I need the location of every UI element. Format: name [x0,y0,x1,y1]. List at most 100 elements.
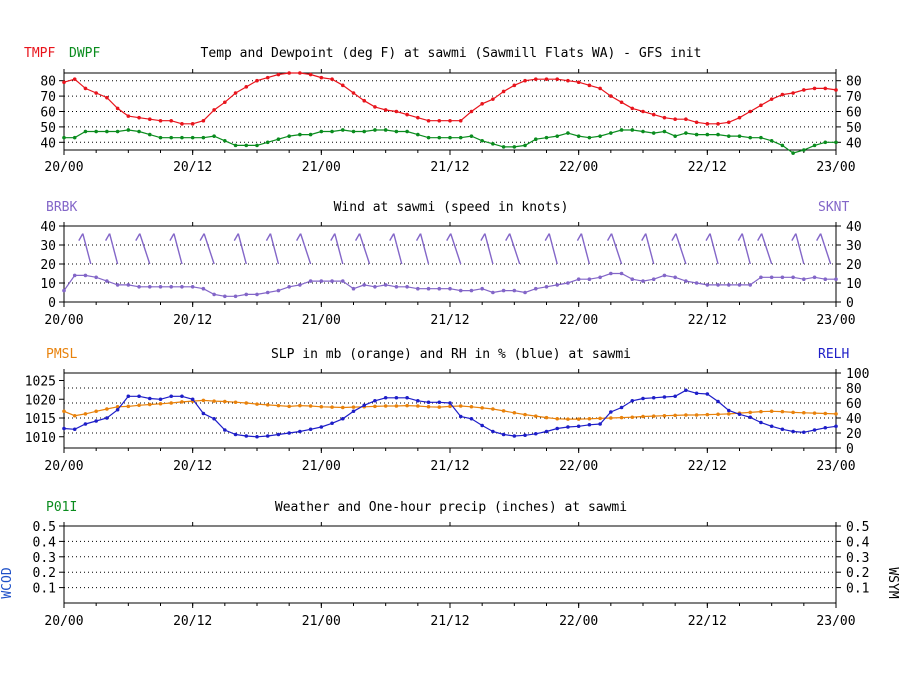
y-tick-label-left: 20 [40,258,56,273]
pmsl-point [201,398,206,403]
tmpf-point [619,100,624,105]
tmpf-point [298,71,302,75]
dwpf-point [802,148,806,152]
tmpf-point [576,80,581,85]
relh-point [533,431,538,436]
dwpf-point [576,134,581,138]
pmsl-point [426,404,431,409]
dwpf-point [265,140,270,145]
x-tick-label: 20/12 [173,614,212,629]
wind-barb-flag [505,233,511,241]
relh-point [190,397,195,402]
y-tick-label-left: 0.2 [33,566,56,581]
tmpf-point [834,88,838,92]
pmsl-point [83,412,88,416]
relh-point [330,421,334,426]
dwpf-point [105,129,109,134]
sknt-point [458,288,463,293]
tmpf-point [491,97,495,101]
pmsl-point [330,405,334,409]
relh-point [566,425,570,429]
tmpf-point [726,120,731,125]
sknt-point [416,286,420,291]
relh-point [319,425,324,429]
relh-point [340,416,345,421]
sknt-point [726,283,731,287]
relh-point [308,427,313,432]
sknt-point [501,288,506,293]
dwpf-point [416,132,420,137]
dwpf-point [566,131,570,135]
x-tick-label: 20/00 [44,160,83,175]
sknt-point [694,281,699,285]
dwpf-point [308,132,313,137]
sknt-point [651,277,656,282]
x-tick-label: 20/00 [44,614,83,629]
sknt-point [802,277,806,282]
sknt-point [94,275,98,280]
sknt-point [212,292,216,297]
tmpf-point [308,72,313,77]
wind-barb-flag [791,233,797,241]
tmpf-point [62,80,66,85]
pmsl-point [405,403,409,408]
sknt-point [83,273,88,278]
wind-barb-shaft [761,233,773,265]
y-tick-label-right: 20 [846,427,862,442]
dwpf-point [673,134,677,138]
relh-point [609,410,613,414]
legend-pmsl: PMSL [46,347,77,362]
pmsl-point [555,416,560,421]
dwpf-point [726,134,731,138]
x-tick-label: 23/00 [816,614,855,629]
relh-point [298,429,302,434]
legend-dwpf: DWPF [69,46,100,61]
dwpf-point [115,129,120,134]
relh-point [651,395,656,400]
sknt-point [673,275,677,280]
sknt-point [748,283,753,287]
relh-point [737,412,742,417]
tmpf-point [265,75,270,80]
dwpf-point [748,135,753,140]
dwpf-point [523,143,527,148]
sknt-point [823,277,828,282]
relh-point [394,395,399,400]
relh-point [630,398,635,403]
x-tick-label: 20/12 [173,313,212,328]
dwpf-point [233,143,238,148]
pmsl-point [673,413,677,418]
sknt-point [834,277,838,282]
side-label-wcod: WCOD [0,567,15,598]
tmpf-point [533,77,538,81]
sknt-point [587,277,592,282]
pmsl-point [180,400,184,404]
tmpf-point [416,115,420,120]
tmpf-point [126,114,131,118]
tmpf-point [598,86,602,91]
wind-barb-shaft [484,233,494,265]
pmsl-point [641,414,645,419]
relh-point [491,429,495,434]
pmsl-point [812,411,817,415]
pmsl-point [105,407,109,411]
tmpf-point [480,102,484,106]
dwpf-point [491,142,495,146]
sknt-point [362,283,367,287]
wind-barb-shaft [108,233,119,265]
dwpf-point [180,135,184,140]
dwpf-point [780,143,785,148]
tmpf-point [662,115,667,120]
tmpf-point [823,86,828,91]
y-tick-label-right: 70 [846,90,862,105]
tmpf-point [169,118,174,123]
relh-point [769,424,774,429]
x-tick-label: 21/00 [302,459,341,474]
relh-point [201,411,206,416]
pmsl-point [759,409,763,414]
wind-barb-flag [330,233,336,241]
wind-barb-shaft [795,233,805,265]
tmpf-point [319,75,324,80]
sknt-point [351,286,356,291]
